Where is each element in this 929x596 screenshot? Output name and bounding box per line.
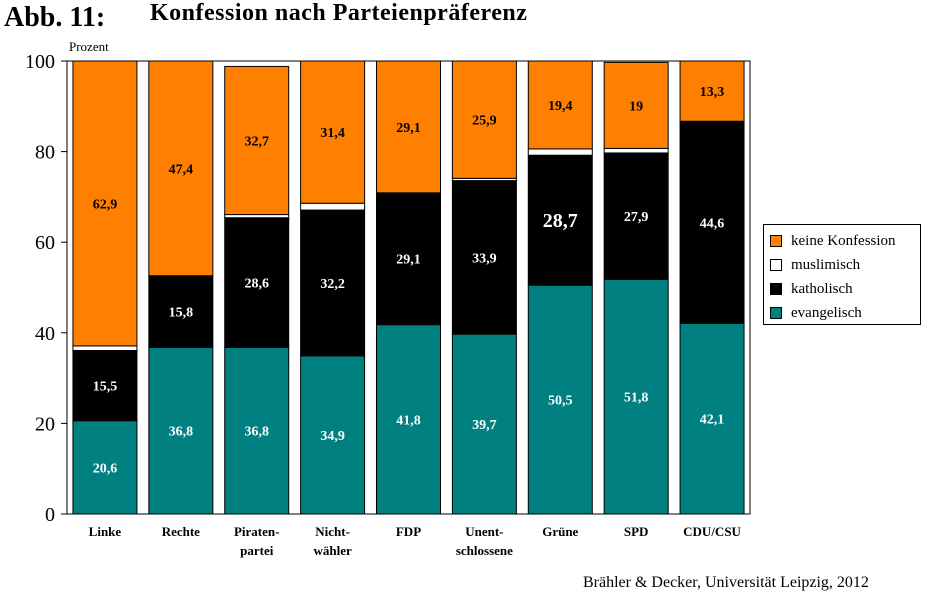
bar-segment <box>527 60 593 150</box>
legend-label: keine Konfession <box>791 232 896 249</box>
source-note: Brähler & Decker, Universität Leipzig, 2… <box>583 574 869 591</box>
y-tick-label: 60 <box>35 232 55 254</box>
data-label: 20,6 <box>93 461 118 476</box>
data-label: 36,8 <box>244 425 269 440</box>
data-label: 19,4 <box>548 99 573 114</box>
y-tick-label: 80 <box>35 142 55 164</box>
bar-segment <box>148 346 214 515</box>
bar-segment <box>527 284 593 515</box>
chart-title: Konfession nach Parteienpräferenz <box>150 0 528 26</box>
bar-segment <box>148 275 214 348</box>
legend-swatch <box>770 307 782 319</box>
legend-label: evangelisch <box>791 304 862 321</box>
category-label: CDU/CSU <box>683 524 741 539</box>
bar-segment <box>451 60 517 179</box>
data-label: 42,1 <box>700 413 725 428</box>
bar-segment <box>527 154 593 286</box>
bar-segment <box>451 333 517 515</box>
data-label: 19 <box>629 99 643 114</box>
category-label: Linke <box>89 524 122 539</box>
category-label: Rechte <box>162 524 200 539</box>
data-label: 50,5 <box>548 394 573 409</box>
bar-segment <box>603 61 669 149</box>
data-label: 28,7 <box>543 210 578 232</box>
legend-swatch <box>770 259 782 271</box>
data-label: 13,3 <box>700 85 725 100</box>
bar-segment <box>603 147 669 154</box>
data-label: 36,8 <box>169 425 194 440</box>
category-label: SPD <box>624 524 649 539</box>
legend-item: evangelisch <box>770 301 920 325</box>
data-label: 44,6 <box>700 216 725 231</box>
bar-segment <box>72 60 138 347</box>
category-label: Grüne <box>542 524 578 539</box>
data-label: 15,5 <box>93 380 118 395</box>
data-label: 31,4 <box>320 126 345 141</box>
data-label: 32,7 <box>244 135 269 150</box>
data-label: 41,8 <box>396 413 421 428</box>
legend-label: katholisch <box>791 280 853 297</box>
y-tick-label: 100 <box>25 51 55 73</box>
y-tick-label: 0 <box>45 504 55 526</box>
stacked-bar-chart: 0 20 40 60 80 100 Prozent 20,6 15,5 62,9 Linke 36,8… <box>25 39 751 558</box>
bar-segment <box>300 355 366 515</box>
legend-item: keine Konfession <box>770 229 920 253</box>
category-label: FDP <box>396 524 421 539</box>
bar-segment <box>603 278 669 515</box>
bar-segment <box>527 148 593 156</box>
legend-swatch <box>770 283 782 295</box>
data-label: 33,9 <box>472 251 497 266</box>
bar-segment <box>376 324 441 515</box>
legend-item: muslimisch <box>770 253 920 277</box>
bar-segment <box>451 180 517 335</box>
bar-segment <box>300 60 366 204</box>
data-label: 25,9 <box>472 114 497 129</box>
y-tick-label: 40 <box>35 323 55 345</box>
bar-segment <box>300 209 366 357</box>
data-label: 15,8 <box>169 306 194 321</box>
legend-swatch <box>770 235 782 247</box>
bar-segment <box>679 120 745 324</box>
data-label: 39,7 <box>472 418 497 433</box>
y-axis-label: Prozent <box>69 39 109 54</box>
data-label: 32,2 <box>320 277 345 292</box>
data-label: 62,9 <box>93 197 118 212</box>
data-label: 34,9 <box>320 429 345 444</box>
bar-segment <box>679 322 745 515</box>
data-label: 28,6 <box>244 277 269 292</box>
bar-segment <box>300 202 366 211</box>
category-label: Piraten-partei <box>234 524 279 558</box>
figure-label: Abb. 11: <box>4 2 106 33</box>
data-label: 27,9 <box>624 210 649 225</box>
legend-item: katholisch <box>770 277 920 301</box>
bar-segment <box>148 60 214 277</box>
bar-segment <box>224 217 290 348</box>
data-label: 47,4 <box>169 162 194 177</box>
chart-legend: keine Konfession muslimisch katholisch evan… <box>763 224 921 325</box>
bar-segment <box>376 60 441 194</box>
data-label: 51,8 <box>624 391 649 406</box>
category-label: Nicht-wähler <box>313 524 352 558</box>
data-label: 29,1 <box>396 121 421 136</box>
category-label: Unent-schlossene <box>456 524 513 558</box>
legend-label: muslimisch <box>791 256 861 273</box>
data-label: 29,1 <box>396 253 421 268</box>
bar-segment <box>679 60 745 122</box>
bar-segment <box>224 65 290 216</box>
bar-segment <box>72 345 138 351</box>
bar-segment <box>224 346 290 515</box>
y-tick-label: 20 <box>35 413 55 435</box>
